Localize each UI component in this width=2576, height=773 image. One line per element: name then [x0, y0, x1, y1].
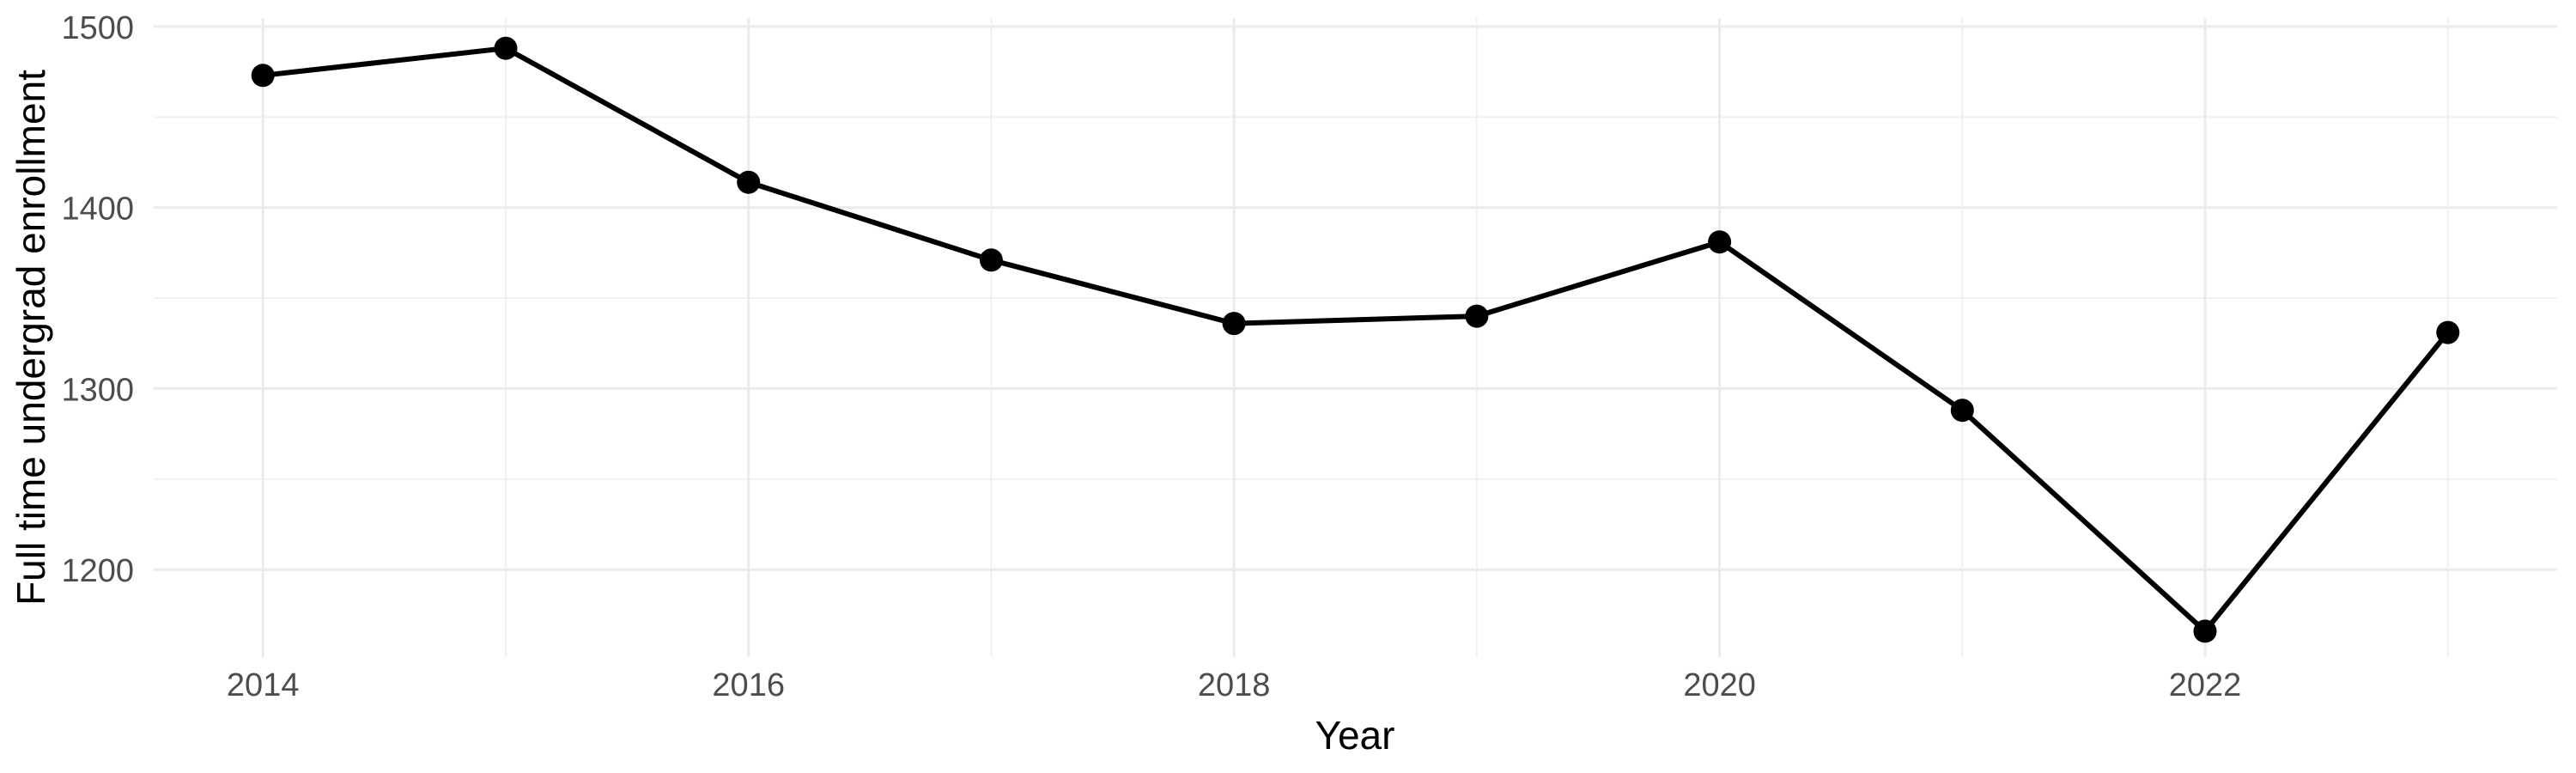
- data-point-2014: [251, 64, 275, 88]
- data-point-2021: [1950, 399, 1974, 423]
- data-point-2020: [1708, 230, 1732, 254]
- data-series-line: [262, 46, 2451, 634]
- data-point-2015: [494, 36, 518, 60]
- x-tick-label-2022: 2022: [2169, 667, 2242, 703]
- major-gridlines: [154, 18, 2557, 657]
- y-tick-label-1400: 1400: [61, 192, 134, 228]
- x-tick-label-2014: 2014: [227, 667, 300, 703]
- data-points: [251, 36, 2460, 643]
- data-point-2018: [1222, 312, 1246, 336]
- data-point-2019: [1465, 304, 1489, 328]
- data-point-2023: [2436, 320, 2460, 344]
- x-tick-label-2020: 2020: [1683, 667, 1756, 703]
- y-tick-label-1500: 1500: [61, 10, 134, 46]
- y-axis-tick-labels: 1200 1300 1400 1500: [61, 10, 134, 589]
- x-tick-label-2018: 2018: [1198, 667, 1271, 703]
- x-axis-title: Year: [1315, 713, 1395, 758]
- minor-gridlines: [154, 18, 2557, 657]
- data-point-2017: [979, 248, 1003, 272]
- y-axis-title: Full time undergrad enrollment: [9, 70, 53, 606]
- x-axis-tick-labels: 2014 2016 2018 2020 2022: [227, 667, 2241, 703]
- enrollment-trend-line: [262, 46, 2451, 634]
- data-point-2016: [737, 170, 761, 194]
- data-point-2022: [2193, 619, 2217, 643]
- x-tick-label-2016: 2016: [712, 667, 785, 703]
- y-tick-label-1200: 1200: [61, 553, 134, 589]
- y-tick-label-1300: 1300: [61, 372, 134, 408]
